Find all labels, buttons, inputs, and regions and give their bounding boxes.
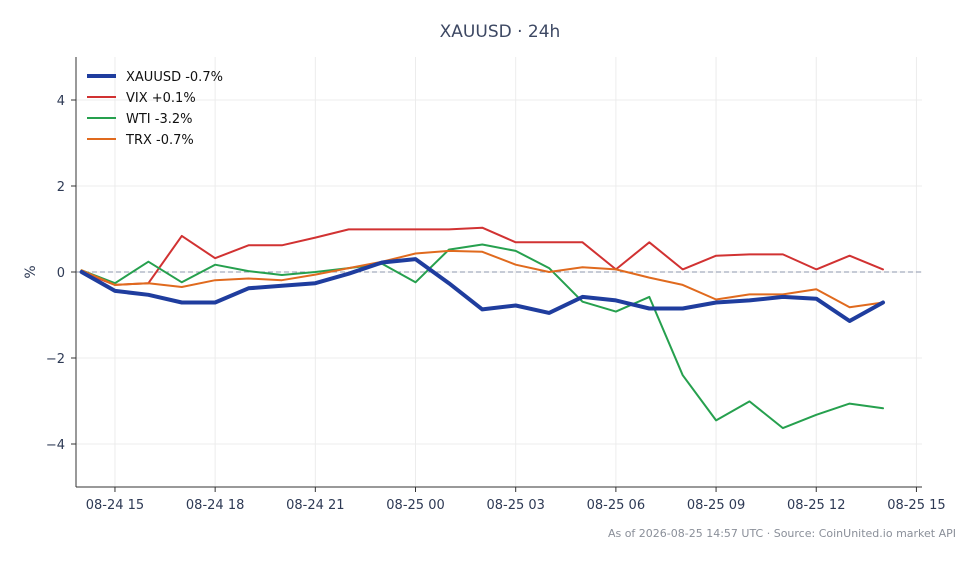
source-footer: As of 2026-08-25 14:57 UTC · Source: Coi…	[608, 527, 956, 540]
series-line-2	[80, 243, 884, 430]
x-tick-label: 08-25 06	[587, 498, 645, 513]
legend: XAUUSD -0.7% VIX +0.1% WTI -3.2% TRX -0.7%	[87, 70, 223, 148]
x-tick-label: 08-25 09	[687, 498, 745, 513]
legend-label: WTI -3.2%	[126, 112, 192, 127]
chart-title: XAUUSD · 24h	[440, 22, 561, 42]
y-tick-label: 2	[57, 180, 65, 195]
axes: 08-24 15 08-24 18 08-24 21 08-25 00 08-25 03…	[46, 57, 946, 513]
x-tick-label: 08-25 12	[787, 498, 845, 513]
y-tick-label: −4	[46, 438, 65, 453]
x-tick-label: 08-24 21	[286, 498, 344, 513]
x-tick-label: 08-24 18	[186, 498, 244, 513]
y-axis-label: %	[23, 265, 39, 278]
legend-label: VIX +0.1%	[126, 91, 196, 106]
x-tick-label: 08-25 00	[386, 498, 444, 513]
y-tick-label: 4	[57, 94, 65, 109]
y-tick-label: 0	[57, 266, 65, 281]
series-line-0	[79, 257, 885, 323]
x-tick-label: 08-25 03	[486, 498, 544, 513]
legend-label: XAUUSD -0.7%	[126, 70, 223, 85]
y-tick-label: −2	[46, 352, 65, 367]
x-tick-label: 08-25 15	[887, 498, 945, 513]
x-tick-label: 08-24 15	[86, 498, 144, 513]
series-line-3	[80, 249, 884, 309]
legend-label: TRX -0.7%	[125, 133, 194, 148]
series-line-1	[80, 226, 884, 286]
series-lines	[79, 226, 885, 430]
